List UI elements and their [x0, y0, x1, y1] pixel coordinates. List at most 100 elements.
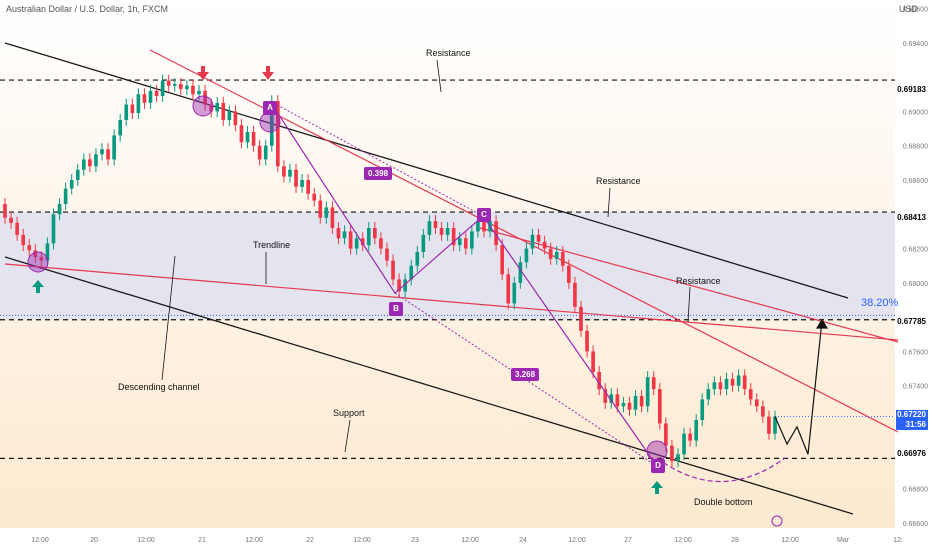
- candle-body: [742, 375, 747, 390]
- trendline-label: Trendline: [253, 240, 291, 250]
- currency-label: USD: [898, 4, 918, 14]
- candle-body: [27, 245, 32, 251]
- symbol-title: Australian Dollar / U.S. Dollar, 1h, FXC…: [6, 4, 169, 14]
- y-tick-label: 0.67400: [903, 384, 928, 391]
- candle-body: [276, 101, 280, 167]
- candle-body: [639, 396, 644, 407]
- candle-body: [524, 248, 529, 263]
- candle-body: [445, 228, 450, 235]
- candle-body: [403, 279, 407, 292]
- highlight-circle: [27, 251, 49, 273]
- x-tick-label: 21: [198, 537, 206, 544]
- fib-38-label: 38.20%: [861, 297, 899, 309]
- y-tick-label: 0.68800: [903, 144, 928, 151]
- candle-body: [160, 80, 165, 96]
- candle-body: [142, 94, 147, 103]
- candle-body: [421, 234, 426, 252]
- current-price-tag: 0.67220 31:56: [896, 410, 928, 430]
- y-tick-label: 0.69000: [903, 109, 928, 116]
- candle-body: [39, 257, 44, 261]
- candle-body: [233, 111, 238, 126]
- channel-lower-line: [4, 256, 854, 515]
- candle-body: [360, 238, 365, 246]
- candle-body: [57, 204, 62, 215]
- point-d-label: D: [651, 459, 665, 473]
- candle-body: [706, 389, 711, 400]
- candle-body: [148, 90, 153, 103]
- candle-body: [82, 159, 86, 170]
- candle-body: [63, 188, 68, 204]
- projection-arrowhead: [816, 318, 828, 329]
- red-trendline-flat: [4, 263, 899, 341]
- candle-body: [124, 104, 129, 120]
- price-axis: [895, 0, 932, 550]
- current-price-value: 0.67220: [897, 410, 926, 419]
- candle-body: [457, 238, 462, 246]
- candle-body: [767, 416, 771, 434]
- x-tick-label: 27: [624, 537, 632, 544]
- candle-body: [773, 416, 777, 434]
- annotation-pointer: [687, 286, 691, 323]
- time-axis: [0, 528, 932, 550]
- candle-body: [603, 389, 608, 403]
- x-tick-label: 12:00: [781, 537, 799, 544]
- projection-path: [774, 320, 823, 455]
- candle-body: [379, 238, 383, 249]
- candle-body: [645, 377, 650, 407]
- candle-body: [724, 378, 729, 390]
- candle-body: [312, 193, 317, 201]
- candle-body: [664, 423, 668, 446]
- x-tick-label: 20: [90, 537, 98, 544]
- red-trendline-c: [479, 227, 899, 343]
- candle-body: [754, 399, 759, 407]
- y-tick-label: 0.68200: [903, 247, 928, 254]
- candle-body: [597, 372, 601, 390]
- candle-body: [203, 90, 207, 105]
- candle-body: [88, 159, 92, 167]
- x-tick-label: 12:00: [137, 537, 155, 544]
- double-bottom-label: Double bottom: [694, 497, 753, 507]
- candle-body: [300, 180, 304, 187]
- candle-body: [269, 101, 274, 146]
- green-arrow-stem: [655, 487, 659, 494]
- candle-body: [130, 104, 135, 114]
- candle-body: [179, 84, 183, 90]
- candle-body: [621, 402, 626, 407]
- x-tick-label: 23: [411, 537, 419, 544]
- candle-body: [470, 231, 474, 249]
- candle-body: [33, 250, 38, 258]
- x-tick-label: 12:00: [245, 537, 263, 544]
- candle-body: [215, 102, 220, 112]
- candle-body: [476, 221, 480, 232]
- annotation-pointer: [161, 255, 176, 381]
- support-label: Support: [333, 408, 365, 418]
- candle-body: [439, 228, 444, 235]
- harmonic-ac-dotted: [269, 100, 484, 217]
- candle-body: [730, 378, 735, 386]
- candle-body: [251, 132, 256, 146]
- green-up-arrow-icon: [651, 481, 663, 488]
- x-tick-label: 12:00: [353, 537, 371, 544]
- candle-body: [609, 394, 614, 403]
- x-tick-label: 12:00: [568, 537, 586, 544]
- y-tick-label: 0.69400: [903, 41, 928, 48]
- annotation-pointer: [344, 419, 351, 453]
- candle-body: [288, 169, 292, 177]
- candle-body: [433, 221, 438, 228]
- candle-body: [106, 149, 110, 160]
- candle-body: [748, 389, 753, 400]
- green-arrow-stem: [36, 286, 40, 293]
- red-down-arrow-icon: [197, 72, 209, 80]
- candle-body: [542, 241, 547, 249]
- candle-body: [415, 252, 420, 266]
- candle-body: [682, 433, 686, 455]
- candle-body: [554, 252, 559, 259]
- candle-body: [185, 85, 189, 90]
- candle-body: [112, 135, 116, 160]
- candle-body: [282, 166, 286, 177]
- x-tick-label: 12:: [893, 537, 903, 544]
- candle-body: [718, 382, 723, 390]
- candle-body: [494, 221, 498, 246]
- candle-body: [688, 433, 692, 441]
